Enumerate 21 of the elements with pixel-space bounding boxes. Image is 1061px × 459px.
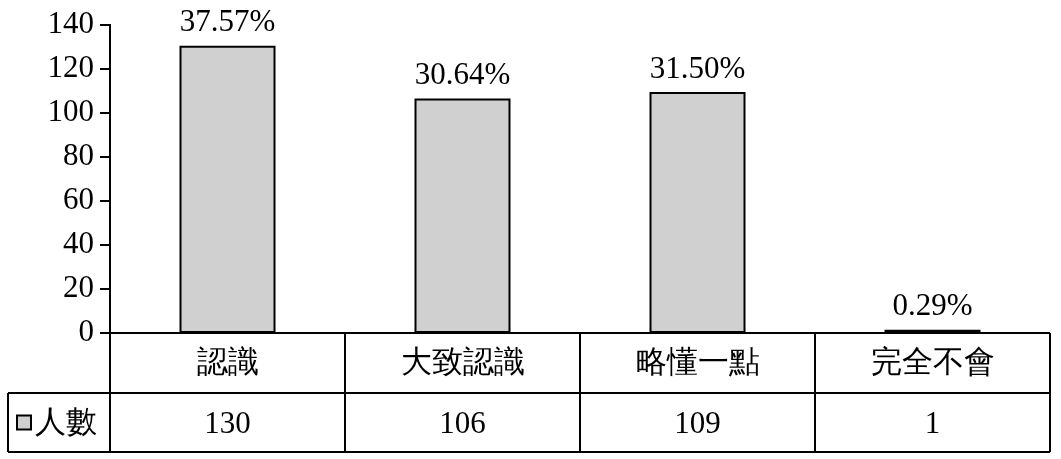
- x-tick-label: 略懂一點: [635, 343, 760, 379]
- y-tick-label: 140: [47, 4, 94, 40]
- y-tick-label: 0: [78, 313, 94, 349]
- x-tick-label: 完全不會: [870, 343, 995, 379]
- annotation: 37.57%: [179, 3, 276, 39]
- y-tick-label: 120: [47, 48, 94, 84]
- legend-label: 人數: [35, 403, 97, 439]
- data-label: 130: [204, 404, 251, 440]
- y-tick-label: 40: [63, 225, 94, 261]
- annotation: 30.64%: [414, 56, 511, 92]
- x-tick-label: 認識: [196, 343, 259, 379]
- data-label: 109: [674, 404, 721, 440]
- y-tick-label: 60: [63, 180, 94, 216]
- x-tick-label: 大致認識: [400, 343, 525, 379]
- y-tick-label: 80: [63, 136, 94, 172]
- data-label: 1: [924, 404, 941, 440]
- y-tick-label: 20: [63, 269, 94, 305]
- data-label: 106: [439, 404, 486, 440]
- annotation: 0.29%: [892, 287, 973, 323]
- y-tick-label: 100: [47, 92, 94, 128]
- annotation: 31.50%: [649, 49, 746, 85]
